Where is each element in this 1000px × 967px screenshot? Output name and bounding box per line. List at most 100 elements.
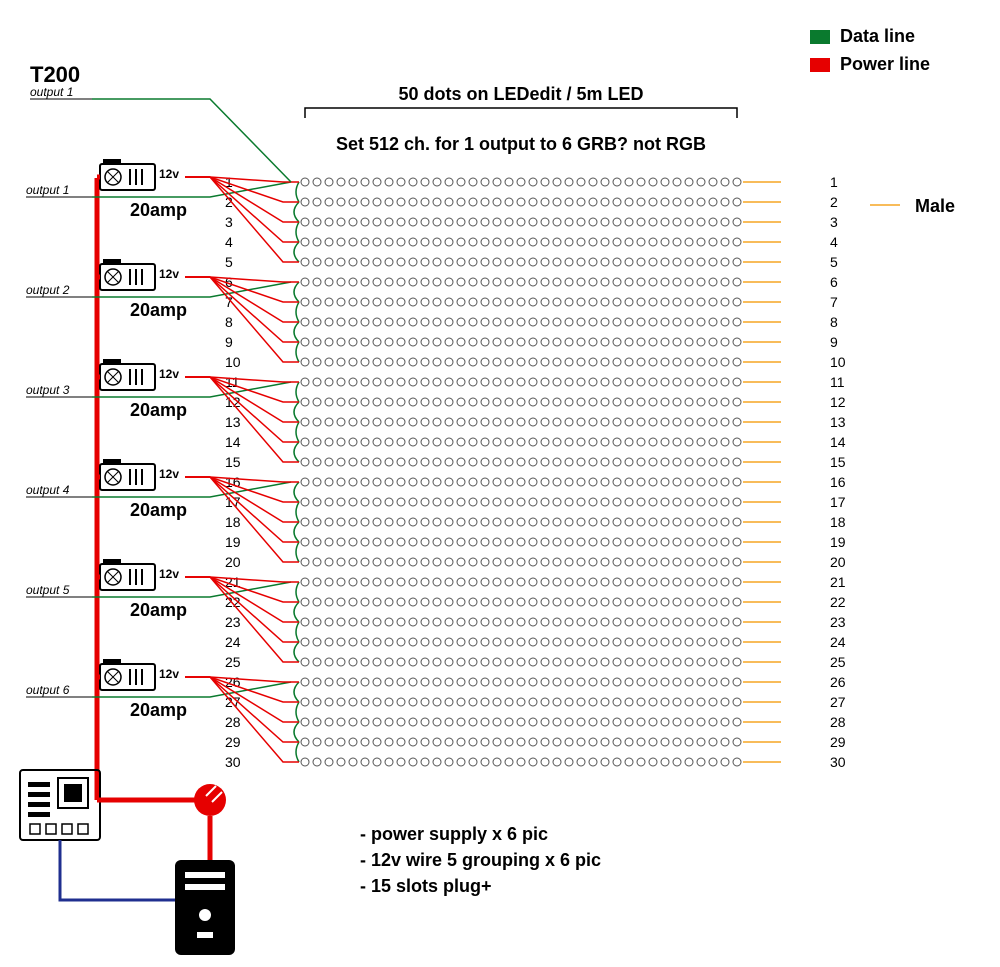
led-dot: [337, 558, 345, 566]
led-dot: [385, 498, 393, 506]
led-dot: [589, 598, 597, 606]
led-dot: [661, 238, 669, 246]
data-serpentine: [294, 642, 299, 662]
led-dot: [517, 718, 525, 726]
led-dot: [673, 698, 681, 706]
led-dot: [541, 438, 549, 446]
controller-title: T200: [30, 62, 80, 87]
led-dot: [541, 578, 549, 586]
led-dot: [565, 418, 573, 426]
led-dot: [481, 278, 489, 286]
led-dot: [337, 318, 345, 326]
led-dot: [469, 578, 477, 586]
led-dot: [481, 358, 489, 366]
led-dot: [361, 198, 369, 206]
led-dot: [673, 478, 681, 486]
led-dot: [529, 578, 537, 586]
led-dot: [397, 618, 405, 626]
led-dot: [565, 218, 573, 226]
led-dot: [733, 578, 741, 586]
row-number-left: 28: [225, 714, 241, 730]
led-dot: [397, 738, 405, 746]
led-dot: [517, 678, 525, 686]
led-dot: [433, 598, 441, 606]
led-dot: [685, 338, 693, 346]
led-dot: [457, 758, 465, 766]
led-dot: [685, 558, 693, 566]
led-dot: [337, 578, 345, 586]
output-label: output 1: [26, 183, 69, 197]
row-number-right: 8: [830, 314, 838, 330]
led-dot: [589, 638, 597, 646]
led-dot: [373, 718, 381, 726]
led-dot: [361, 758, 369, 766]
led-dot: [625, 178, 633, 186]
led-dot: [469, 338, 477, 346]
led-dot: [373, 218, 381, 226]
led-dot: [553, 198, 561, 206]
row-number-right: 18: [830, 514, 846, 530]
led-dot: [685, 518, 693, 526]
led-dot: [721, 498, 729, 506]
data-serpentine: [294, 682, 299, 702]
led-dot: [541, 618, 549, 626]
led-dot: [505, 758, 513, 766]
led-dot: [553, 758, 561, 766]
led-dot: [361, 298, 369, 306]
led-dot: [613, 338, 621, 346]
led-dot: [301, 178, 309, 186]
led-dot: [409, 198, 417, 206]
led-dot: [649, 398, 657, 406]
led-dot: [457, 738, 465, 746]
led-dot: [709, 398, 717, 406]
led-dot: [349, 478, 357, 486]
row-number-left: 10: [225, 354, 241, 370]
led-dot: [313, 658, 321, 666]
led-dot: [445, 218, 453, 226]
led-dot: [589, 438, 597, 446]
led-dot: [577, 638, 585, 646]
led-dot: [325, 458, 333, 466]
led-dot: [529, 258, 537, 266]
led-dot: [517, 278, 525, 286]
led-dot: [445, 498, 453, 506]
led-dot: [721, 198, 729, 206]
led-dot: [361, 478, 369, 486]
computer-icon: [175, 860, 235, 955]
led-dot: [601, 438, 609, 446]
led-dot: [721, 178, 729, 186]
led-dot: [481, 378, 489, 386]
led-dot: [517, 598, 525, 606]
led-dot: [589, 678, 597, 686]
led-dot: [625, 418, 633, 426]
data-serpentine: [296, 742, 299, 762]
led-dot: [577, 358, 585, 366]
led-dot: [409, 478, 417, 486]
row-number-left: 20: [225, 554, 241, 570]
led-dot: [349, 458, 357, 466]
led-dot: [397, 658, 405, 666]
led-dot: [409, 678, 417, 686]
led-dot: [349, 558, 357, 566]
led-dot: [493, 178, 501, 186]
led-dot: [637, 278, 645, 286]
led-dot: [541, 318, 549, 326]
led-dot: [673, 518, 681, 526]
led-dot: [349, 578, 357, 586]
led-dot: [673, 378, 681, 386]
led-dot: [349, 698, 357, 706]
led-dot: [481, 458, 489, 466]
led-dot: [313, 258, 321, 266]
led-dot: [685, 298, 693, 306]
led-dot: [457, 258, 465, 266]
led-dot: [361, 418, 369, 426]
row-number-right: 30: [830, 754, 846, 770]
led-dot: [613, 678, 621, 686]
led-dot: [613, 518, 621, 526]
led-dot: [349, 298, 357, 306]
led-dot: [481, 558, 489, 566]
led-dot: [637, 218, 645, 226]
row-number-left: 29: [225, 734, 241, 750]
led-dot: [409, 358, 417, 366]
led-dot: [361, 318, 369, 326]
